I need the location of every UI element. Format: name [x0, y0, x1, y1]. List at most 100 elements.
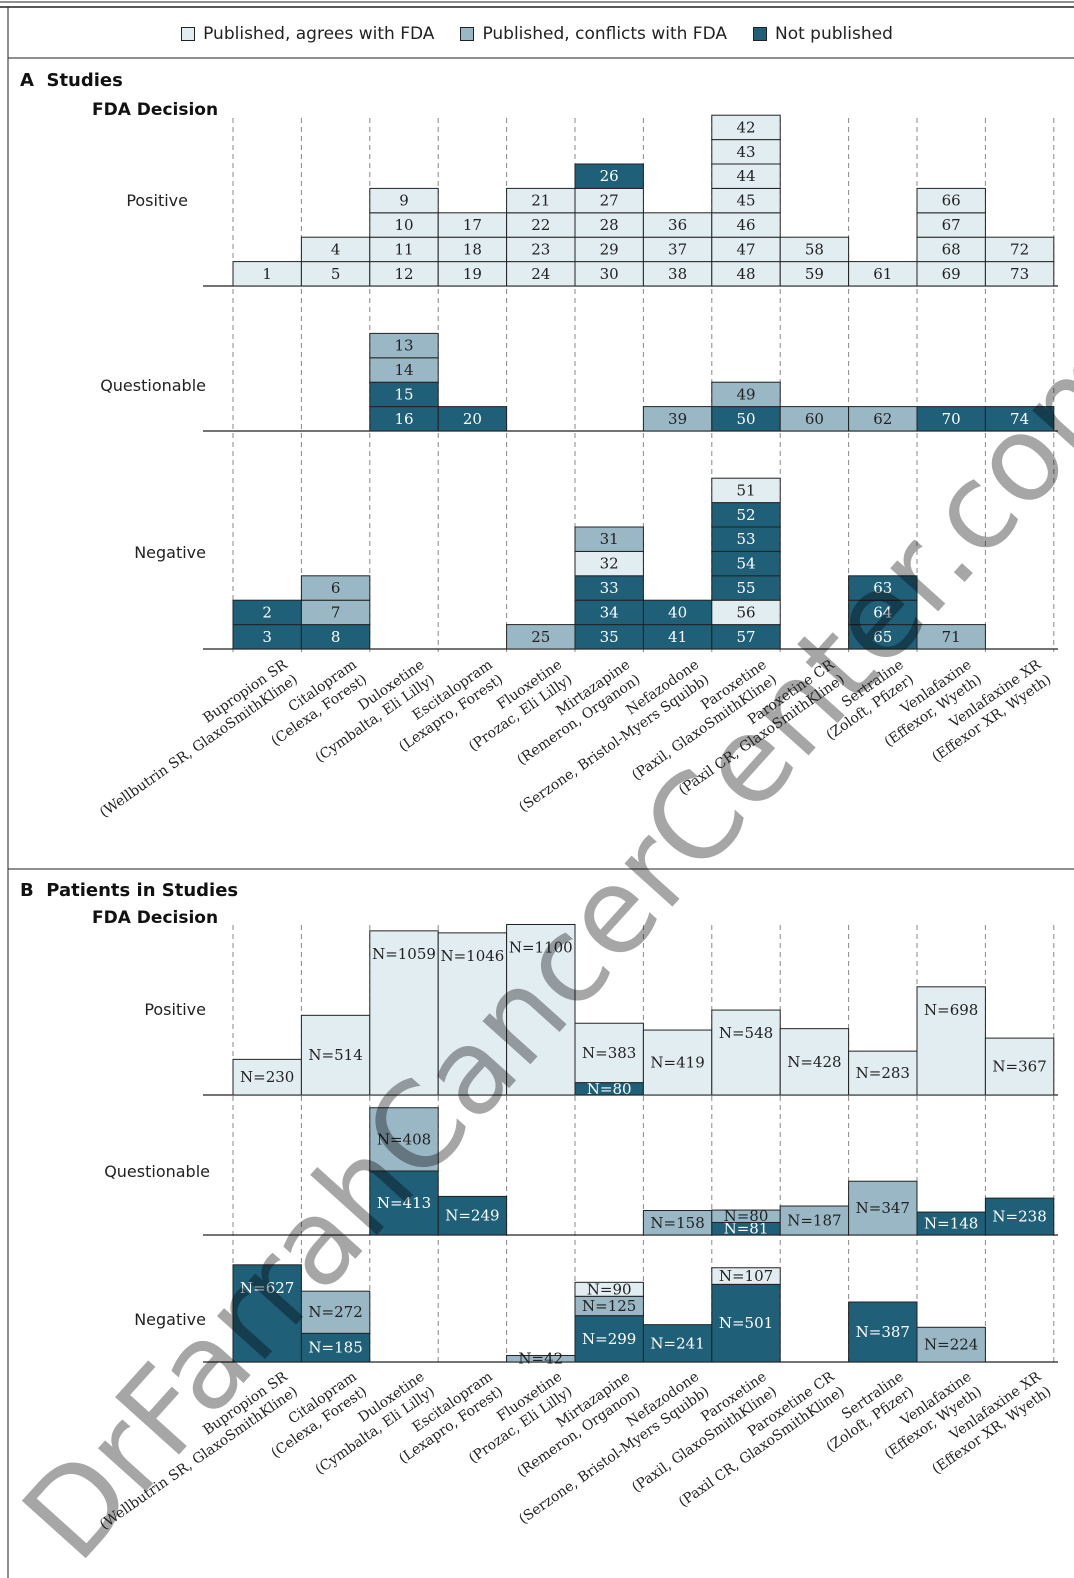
- study-box-26: [574, 163, 644, 189]
- legend-swatch-agree: [181, 27, 196, 41]
- patient-label-negative-1-0: N=185: [308, 1339, 362, 1357]
- patient-label-positive-7-0: N=548: [719, 1024, 773, 1042]
- patient-bar-positive-11-0: [984, 1037, 1055, 1096]
- patient-bar-positive-7-0: [711, 1009, 781, 1096]
- study-label-35: 35: [600, 628, 619, 646]
- patient-label-positive-6-0: N=419: [650, 1054, 704, 1072]
- patient-bar-negative-7-0: [711, 1283, 781, 1363]
- study-label-13: 13: [394, 337, 413, 355]
- study-label-5: 5: [331, 265, 341, 283]
- legend-label-conflict: Published, conflicts with FDA: [482, 24, 727, 44]
- study-box-6: [300, 575, 371, 601]
- study-label-1: 1: [262, 265, 272, 283]
- study-box-29: [574, 236, 644, 263]
- study-label-68: 68: [942, 240, 961, 258]
- panel-a-title: Studies: [46, 70, 123, 91]
- study-box-17: [437, 212, 508, 238]
- patient-label-positive-5-0: N=80: [587, 1080, 632, 1098]
- study-label-59: 59: [805, 265, 824, 283]
- study-label-41: 41: [668, 628, 687, 646]
- patient-bar-negative-0-0: [232, 1264, 302, 1363]
- study-label-24: 24: [531, 265, 550, 283]
- study-label-62: 62: [873, 410, 892, 428]
- patient-bar-positive-6-0: [642, 1029, 713, 1096]
- study-label-45: 45: [736, 192, 755, 210]
- patient-bar-negative-9-0: [848, 1301, 918, 1363]
- study-box-61: [848, 261, 918, 287]
- study-label-20: 20: [463, 410, 482, 428]
- panel-b-category-negative: Negative: [134, 1310, 206, 1329]
- study-label-26: 26: [600, 167, 619, 185]
- study-box-16: [369, 406, 439, 432]
- patient-label-questionable-9-0: N=347: [856, 1199, 910, 1217]
- patient-label-negative-7-1: N=107: [719, 1267, 773, 1285]
- study-label-71: 71: [942, 628, 961, 646]
- study-label-38: 38: [668, 265, 687, 283]
- study-label-72: 72: [1010, 240, 1029, 258]
- study-label-10: 10: [394, 216, 413, 234]
- study-box-66: [916, 187, 986, 214]
- study-box-63: [848, 575, 918, 601]
- study-box-53: [711, 526, 781, 552]
- study-label-18: 18: [463, 240, 482, 258]
- patient-label-negative-0-0: N=627: [240, 1279, 294, 1297]
- study-box-39: [642, 406, 713, 432]
- patient-bar-positive-10-0: [916, 986, 986, 1096]
- patient-label-negative-1-1: N=272: [308, 1303, 362, 1321]
- study-label-21: 21: [531, 192, 550, 210]
- study-label-39: 39: [668, 410, 687, 428]
- study-box-45: [711, 187, 781, 214]
- study-label-32: 32: [600, 555, 619, 573]
- patient-label-negative-4-0: N=42: [518, 1350, 563, 1368]
- patient-label-questionable-7-0: N=81: [724, 1220, 769, 1238]
- study-box-67: [916, 212, 986, 238]
- study-box-2: [232, 599, 302, 626]
- panel-a-letter: A: [20, 70, 34, 91]
- patient-label-questionable-2-0: N=413: [377, 1194, 431, 1212]
- legend-item-agree: Published, agrees with FDA: [181, 24, 434, 44]
- legend-swatch-notpub: [753, 27, 767, 41]
- patient-label-positive-11-0: N=367: [992, 1058, 1046, 1076]
- patient-label-positive-8-0: N=428: [787, 1053, 841, 1071]
- study-label-73: 73: [1010, 265, 1029, 283]
- panel-a-category-negative: Negative: [134, 543, 206, 562]
- patient-label-negative-5-1: N=125: [582, 1297, 636, 1315]
- study-label-12: 12: [394, 265, 413, 283]
- study-label-7: 7: [331, 603, 341, 621]
- patient-label-questionable-8-0: N=187: [787, 1212, 841, 1230]
- study-label-30: 30: [600, 265, 619, 283]
- study-box-56: [711, 599, 781, 626]
- study-box-9: [369, 187, 439, 214]
- study-label-29: 29: [600, 240, 619, 258]
- study-box-37: [642, 236, 713, 263]
- patient-bar-positive-9-0: [848, 1050, 918, 1096]
- study-label-58: 58: [805, 240, 824, 258]
- patient-bar-positive-1-0: [300, 1014, 371, 1096]
- study-label-40: 40: [668, 603, 687, 621]
- study-label-66: 66: [942, 192, 961, 210]
- legend-swatch-conflict: [460, 27, 475, 41]
- study-box-12: [369, 261, 439, 287]
- study-label-47: 47: [736, 240, 755, 258]
- study-box-68: [916, 236, 986, 263]
- study-box-49: [711, 381, 781, 408]
- study-box-59: [779, 261, 850, 287]
- study-box-46: [711, 212, 781, 238]
- study-label-6: 6: [331, 579, 341, 597]
- study-box-42: [711, 114, 781, 141]
- study-label-64: 64: [873, 603, 892, 621]
- study-box-30: [574, 261, 644, 287]
- patient-label-positive-1-0: N=514: [308, 1046, 362, 1064]
- study-label-34: 34: [600, 603, 619, 621]
- patient-bar-negative-6-0: [642, 1324, 713, 1363]
- study-box-72: [984, 236, 1055, 263]
- patient-label-questionable-7-1: N=80: [724, 1207, 769, 1225]
- study-label-19: 19: [463, 265, 482, 283]
- study-label-43: 43: [736, 143, 755, 161]
- study-box-11: [369, 236, 439, 263]
- study-label-50: 50: [736, 410, 755, 428]
- patient-bar-positive-3-0: [437, 932, 508, 1096]
- study-box-60: [779, 406, 850, 432]
- patient-label-positive-9-0: N=283: [856, 1064, 910, 1082]
